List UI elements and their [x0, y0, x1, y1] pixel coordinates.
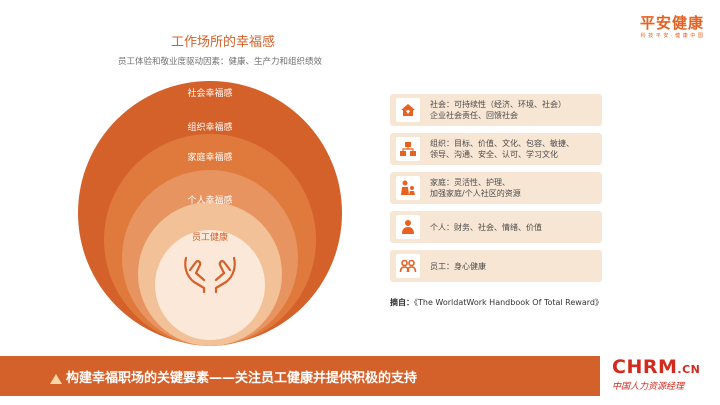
panel-row-organization-text: 组织：目标、价值、文化、包容、敏捷、 领导、沟通、安全、认可、学习文化 — [430, 139, 574, 159]
chrm-logo-main: CHRM — [612, 356, 678, 378]
chrm-logo-sub: 中国人力资源经理 — [612, 382, 685, 392]
ring-label-family: 家庭幸福感 — [187, 151, 232, 163]
ring-label-organization: 组织幸福感 — [187, 121, 232, 133]
panel-row-family-text: 家庭：灵活性、护理、 加强家庭/个人社区的资源 — [430, 178, 521, 198]
source-label: 摘自： — [390, 298, 414, 307]
panel-row-family: 家庭：灵活性、护理、 加强家庭/个人社区的资源 — [390, 172, 602, 204]
triangle-icon — [50, 374, 62, 384]
diagram-title: 工作场所的幸福感 — [170, 35, 275, 50]
chrm-logo-suffix: .CN — [677, 363, 701, 376]
footer-bar — [0, 356, 600, 396]
panel-row-employee: 员工：身心健康 — [390, 250, 602, 282]
ring-label-personal: 个人幸福感 — [187, 194, 232, 206]
ring-label-social: 社会幸福感 — [187, 87, 232, 99]
caring-hands-icon — [184, 256, 236, 294]
person-icon — [396, 215, 420, 239]
ring-employee — [155, 230, 265, 340]
brand-logo: 平安健康 科 技 平 安 · 健 康 中 国 — [632, 14, 712, 40]
source-text: 《The WorldatWork Handbook Of Total Rewar… — [414, 298, 603, 307]
family-icon — [396, 176, 420, 200]
panel-row-social: 社会：可持续性（经济、环境、社会） 企业社会责任、回馈社会 — [390, 94, 602, 126]
people-icon — [396, 254, 420, 278]
panel-row-organization: 组织：目标、价值、文化、包容、敏捷、 领导、沟通、安全、认可、学习文化 — [390, 133, 602, 165]
ring-label-employee: 员工健康 — [192, 231, 228, 243]
org-chart-icon — [396, 137, 420, 161]
chrm-logo: CHRM.CN 中国人力资源经理 — [612, 356, 716, 393]
house-icon — [396, 98, 420, 122]
panel-row-personal-text: 个人：财务、社会、情绪、价值 — [430, 222, 542, 232]
source-citation: 摘自：《The WorldatWork Handbook Of Total Re… — [390, 297, 620, 308]
panel-row-social-text: 社会：可持续性（经济、环境、社会） 企业社会责任、回馈社会 — [430, 100, 566, 120]
panel-row-employee-text: 员工：身心健康 — [430, 261, 486, 271]
footer-headline: 构建幸福职场的关键要素——关注员工健康并提供积极的支持 — [66, 371, 418, 386]
panel-row-personal: 个人：财务、社会、情绪、价值 — [390, 211, 602, 243]
brand-name: 平安健康 — [639, 14, 704, 32]
diagram-subtitle: 员工体验和敬业度驱动因素：健康、生产力和组织绩效 — [117, 57, 322, 67]
brand-tagline: 科 技 平 安 · 健 康 中 国 — [640, 33, 704, 39]
